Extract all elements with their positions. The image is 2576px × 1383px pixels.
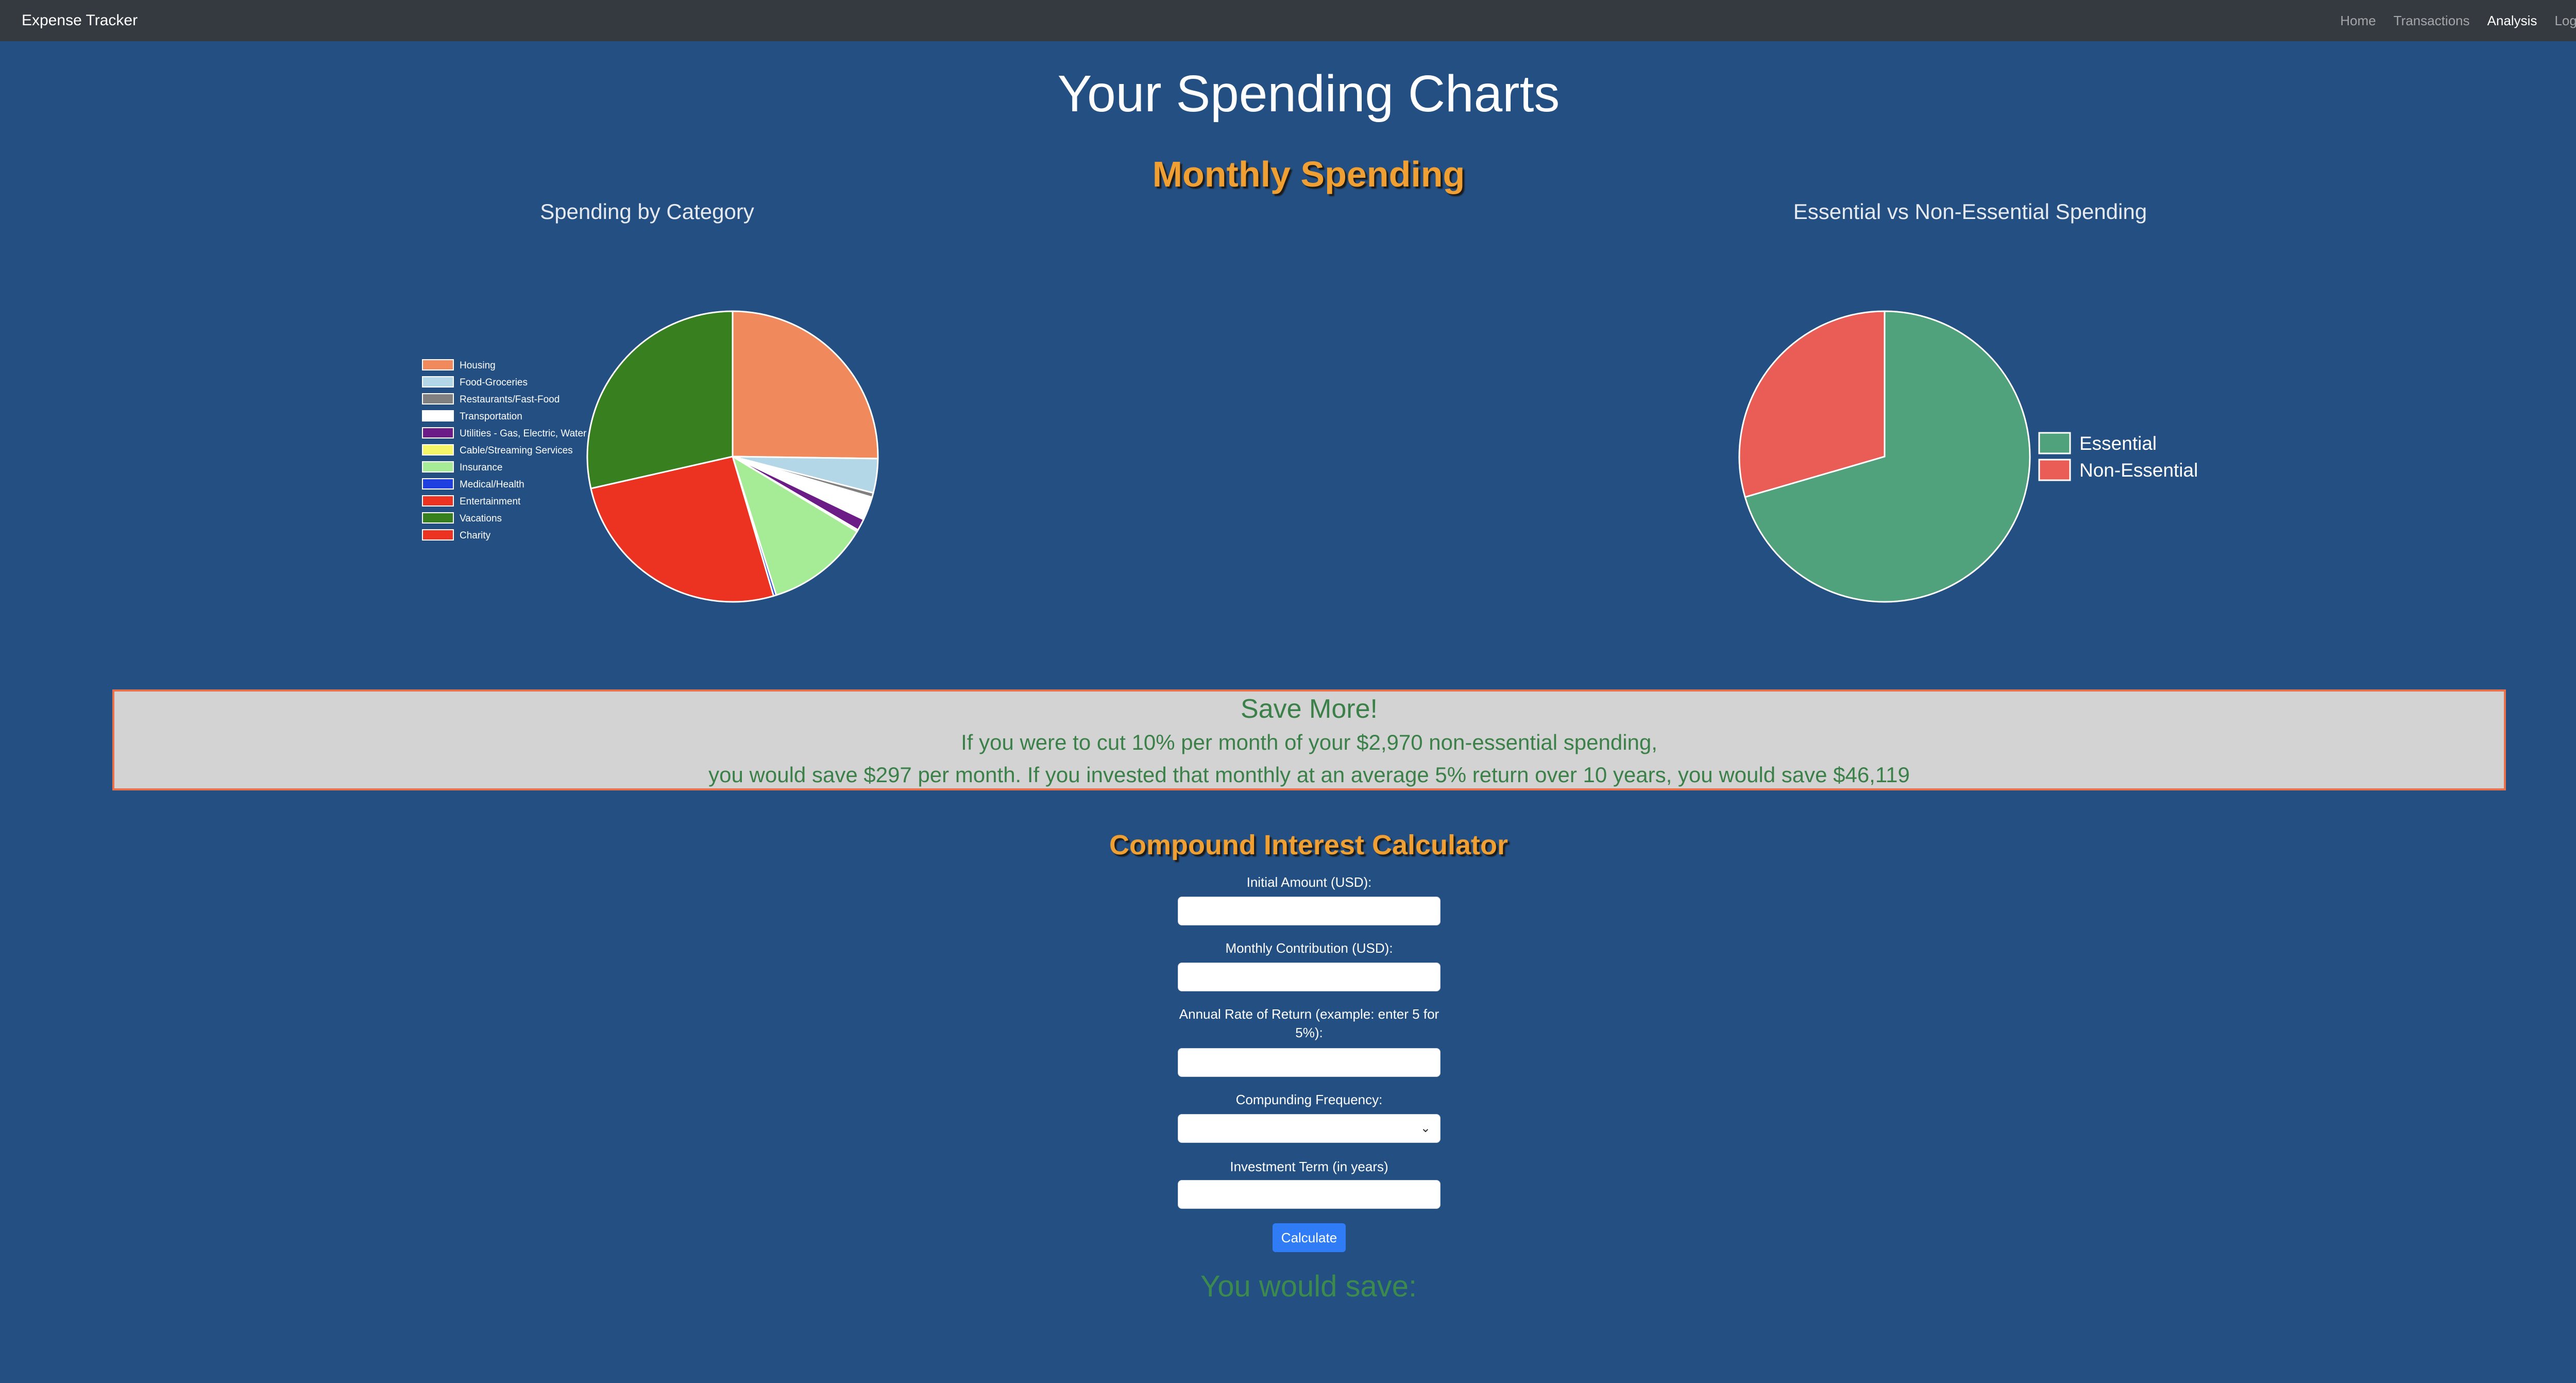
legend-swatch-transportation: [422, 410, 454, 421]
legend-swatch-food-groceries: [422, 376, 454, 387]
legend-label-utilities-gas-electric-water[interactable]: Utilities - Gas, Electric, Water: [460, 428, 587, 439]
pie-slice-non-essential[interactable]: [1738, 310, 1886, 498]
pie-slice-charity[interactable]: [590, 456, 775, 603]
chevron-down-icon: ⌄: [1420, 1121, 1431, 1135]
monthly-spending-title: Monthly Spending: [1152, 154, 1465, 194]
legend-label-restaurants-fast-food[interactable]: Restaurants/Fast-Food: [460, 394, 560, 405]
legend-label-charity[interactable]: Charity: [460, 530, 491, 541]
rate-of-return-label-line-1: Annual Rate of Return (example: enter 5 …: [1179, 1006, 1439, 1022]
rate-of-return-label-line-2: 5%):: [1295, 1025, 1323, 1040]
legend-swatch-medical-health: [422, 478, 454, 490]
pie-slice-housing[interactable]: [732, 310, 879, 460]
legend-label-vacations[interactable]: Vacations: [460, 513, 502, 524]
investment-term-input[interactable]: [1178, 1180, 1440, 1209]
legend-label-cable-streaming-services[interactable]: Cable/Streaming Services: [460, 445, 573, 456]
legend-label-food-groceries[interactable]: Food-Groceries: [460, 377, 528, 388]
legend-swatch-non-essential: [2038, 459, 2071, 481]
legend-label-medical-health[interactable]: Medical/Health: [460, 479, 524, 490]
top-navbar: Expense Tracker Home Transactions Analys…: [0, 0, 2576, 41]
legend-swatch-housing: [422, 359, 454, 370]
essential-pie-chart: Essential Non-Essential: [1738, 310, 2198, 603]
legend-label-essential[interactable]: Essential: [2079, 433, 2157, 454]
nav-transactions-link[interactable]: Transactions: [2393, 12, 2470, 28]
result-text: You would save:: [1200, 1270, 1417, 1303]
nav-links: Home Transactions Analysis Logout: [2340, 13, 2576, 29]
category-pie-chart: Housing Food-Groceries Restaurants/Fast-Fo…: [422, 310, 879, 603]
save-more-box: Save More! If you were to cut 10% per mo…: [112, 689, 2506, 790]
legend-label-housing[interactable]: Housing: [460, 360, 496, 371]
save-more-line-1: If you were to cut 10% per month of your…: [961, 730, 1657, 754]
legend-swatch-charity: [422, 529, 454, 541]
investment-term-label: Investment Term (in years): [1230, 1159, 1388, 1174]
monthly-contribution-input[interactable]: [1178, 963, 1440, 991]
legend-swatch-entertainment: [422, 495, 454, 507]
brand-link[interactable]: Expense Tracker: [22, 12, 138, 29]
nav-analysis-link[interactable]: Analysis: [2487, 12, 2537, 28]
save-more-line-2: you would save $297 per month. If you in…: [708, 763, 1910, 787]
legend-label-insurance[interactable]: Insurance: [460, 462, 502, 473]
pie-slice-insurance[interactable]: [731, 454, 858, 596]
initial-amount-label: Initial Amount (USD):: [1246, 874, 1372, 890]
pie-slice-vacations[interactable]: [586, 310, 734, 490]
rate-of-return-label: Annual Rate of Return (example: enter 5 …: [1178, 1005, 1440, 1042]
essential-chart-title: Essential vs Non-Essential Spending: [1793, 199, 2147, 224]
page-title: Your Spending Charts: [1057, 65, 1560, 123]
nav-home-link[interactable]: Home: [2340, 12, 2376, 28]
save-more-heading: Save More!: [1241, 694, 1378, 724]
compounding-frequency-label: Compunding Frequency:: [1235, 1092, 1383, 1107]
pie-slice-essential[interactable]: [1744, 310, 2031, 603]
legend-label-non-essential[interactable]: Non-Essential: [2079, 460, 2198, 481]
legend-swatch-utilities-gas-electric-water: [422, 427, 454, 438]
rate-of-return-input[interactable]: [1178, 1048, 1440, 1077]
legend-label-entertainment[interactable]: Entertainment: [460, 496, 521, 507]
category-chart-title: Spending by Category: [540, 199, 754, 224]
compounding-frequency-select[interactable]: ⌄: [1178, 1114, 1440, 1143]
calculate-button[interactable]: Calculate: [1273, 1223, 1346, 1252]
legend-swatch-restaurants-fast-food: [422, 393, 454, 404]
initial-amount-input[interactable]: [1178, 897, 1440, 925]
legend-swatch-insurance: [422, 461, 454, 473]
nav-logout-link[interactable]: Logout: [2554, 12, 2576, 28]
monthly-contribution-label: Monthly Contribution (USD):: [1225, 940, 1393, 956]
legend-label-transportation[interactable]: Transportation: [460, 411, 522, 422]
legend-swatch-essential: [2038, 432, 2071, 454]
legend-swatch-cable-streaming-services: [422, 444, 454, 456]
calculator-title: Compound Interest Calculator: [1109, 830, 1509, 861]
legend-swatch-vacations: [422, 512, 454, 524]
